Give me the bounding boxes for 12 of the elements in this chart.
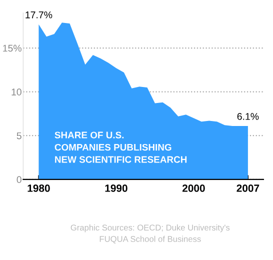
data-label: 6.1% [237,113,259,120]
text: Graphic Sources: OECD; Duke University's FUQUA School of Business [70,224,230,244]
y-tick-label: 5 [16,132,22,140]
text: SHARE OF U.S. COMPANIES PUBLISHING NEW SCIENTIFIC RESEARCH [54,132,187,163]
x-tick-label: 1980 [28,184,50,192]
y-tick-label: 15% [3,44,22,52]
x-tick-label: 2000 [182,184,205,192]
y-tick-label: 0 [16,176,22,184]
y-tick-label: 10 [12,88,22,96]
x-tick-label: 2007 [236,184,260,192]
x-tick-label: 1990 [105,184,128,192]
data-label: 17.7% [26,11,52,18]
